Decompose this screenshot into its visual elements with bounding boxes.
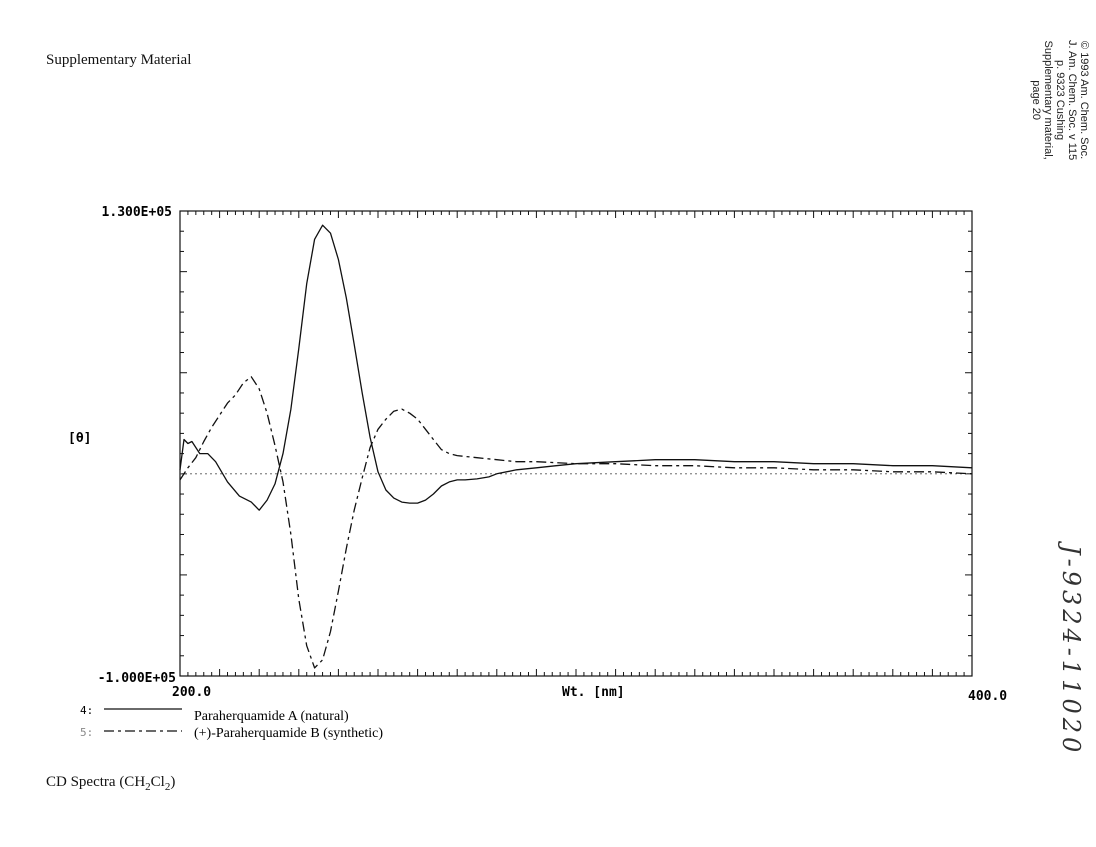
x-axis-min-label: 200.0 xyxy=(172,685,211,700)
legend: 4: Paraherquamide A (natural) 5: (+)-Par… xyxy=(80,704,383,741)
page-header: Supplementary Material xyxy=(46,52,192,68)
y-axis-label: [θ] xyxy=(68,431,91,446)
plot-frame xyxy=(179,210,973,677)
caption-text: ) xyxy=(170,774,176,790)
series-line-paraherquamide-a xyxy=(179,224,973,511)
caption-subscript: 2 xyxy=(145,781,151,793)
series-group xyxy=(179,224,973,669)
y-axis-max-label: 1.300E+05 xyxy=(102,205,172,220)
caption-text: Cl xyxy=(150,774,165,790)
tick-marks xyxy=(179,210,973,677)
x-axis-max-label: 400.0 xyxy=(968,689,1007,704)
plot-border xyxy=(179,210,973,677)
legend-entry-b: (+)-Paraherquamide B (synthetic) xyxy=(194,726,383,741)
legend-entry-a: Paraherquamide A (natural) xyxy=(194,709,349,724)
figure-caption: CD Spectra (CH2Cl2) xyxy=(46,774,175,793)
caption-text: CD Spectra (CH xyxy=(46,774,146,790)
caption-subscript: 2 xyxy=(164,781,171,793)
x-axis-label: Wt. [nm] xyxy=(562,685,625,700)
legend-marker-b: 5: xyxy=(80,726,93,739)
legend-marker-a: 4: xyxy=(80,704,93,717)
y-axis-min-label: -1.000E+05 xyxy=(98,671,176,686)
series-line-paraherquamide-b xyxy=(179,376,973,669)
